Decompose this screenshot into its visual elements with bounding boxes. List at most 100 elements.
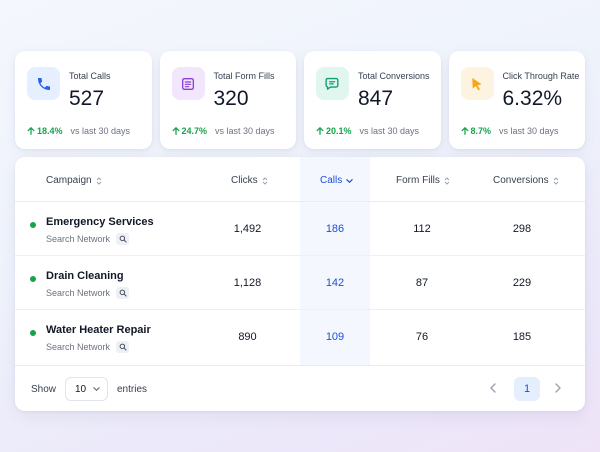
sort-icon: [444, 176, 450, 185]
chevron-right-icon[interactable]: [554, 382, 562, 394]
status-dot: [30, 276, 36, 282]
show-label: Show: [31, 384, 57, 395]
network-badge: [116, 287, 130, 299]
table-header: Campaign Clicks Calls Form Fills Convers…: [15, 157, 585, 202]
status-dot: [30, 330, 36, 336]
search-icon: [119, 343, 127, 351]
page-size-select[interactable]: 10: [65, 377, 108, 401]
stat-value: 847: [358, 87, 394, 110]
column-header-label: Conversions: [493, 175, 549, 186]
stat-icon-box: [27, 67, 60, 100]
page-size-value: 10: [75, 383, 87, 395]
arrow-up-icon: [27, 127, 35, 135]
column-header-form-fills[interactable]: Form Fills: [396, 175, 450, 186]
cell-conversions: 298: [512, 223, 532, 235]
column-header-clicks[interactable]: Clicks: [231, 175, 268, 186]
stat-period: vs last 30 days: [215, 126, 275, 136]
stat-icon-box: [316, 67, 349, 100]
column-header-label: Clicks: [231, 175, 258, 186]
table-row[interactable]: Emergency Services Search Network 1,492 …: [15, 202, 585, 256]
campaign-table-panel: Campaign Clicks Calls Form Fills Convers…: [15, 157, 585, 411]
campaign-name[interactable]: Water Heater Repair: [46, 324, 151, 336]
stat-delta-value: 24.7%: [181, 126, 208, 136]
arrow-up-icon: [172, 127, 179, 135]
stat-icon-box: [460, 67, 494, 100]
chevron-left-icon[interactable]: [489, 382, 497, 394]
cell-conversions: 185: [512, 331, 532, 343]
stat-delta: 20.1%: [316, 126, 352, 136]
cell-form-fills: 76: [415, 331, 429, 343]
column-header-campaign[interactable]: Campaign: [46, 175, 102, 186]
stat-label: Total Form Fills: [213, 71, 275, 81]
sort-icon: [553, 176, 558, 185]
stats-row: Total Calls 527 18.4% vs last 30 days To…: [15, 51, 585, 149]
stat-label: Total Conversions: [358, 71, 430, 81]
table-footer: Show 10 entries 1: [15, 365, 585, 411]
column-header-calls[interactable]: Calls: [320, 175, 353, 186]
search-icon: [119, 289, 127, 297]
cell-clicks: 890: [238, 331, 257, 343]
campaign-network: Search Network: [46, 233, 130, 245]
stat-label: Total Calls: [69, 71, 111, 81]
cell-clicks: 1,492: [233, 223, 262, 235]
network-label: Search Network: [46, 342, 111, 352]
cell-form-fills: 87: [415, 277, 429, 289]
calls-column-highlight: [300, 157, 370, 365]
chevron-down-icon: [346, 178, 353, 183]
stat-period: vs last 30 days: [499, 126, 559, 136]
stat-footer: 20.1% vs last 30 days: [316, 126, 419, 136]
arrow-up-icon: [461, 127, 468, 135]
cell-form-fills: 112: [413, 223, 431, 235]
page-button-current[interactable]: 1: [514, 377, 540, 401]
sort-icon: [262, 176, 268, 185]
chevron-down-icon: [93, 387, 100, 392]
cursor-icon: [472, 77, 482, 90]
column-header-label: Campaign: [46, 175, 92, 186]
stat-label: Click Through Rate: [502, 71, 580, 81]
cell-clicks: 1,128: [233, 277, 262, 289]
stat-footer: 24.7% vs last 30 days: [172, 126, 275, 136]
network-label: Search Network: [46, 288, 111, 298]
stat-delta: 8.7%: [461, 126, 492, 136]
table-row[interactable]: Drain Cleaning Search Network 1,128 142 …: [15, 256, 585, 310]
search-icon: [119, 235, 127, 243]
cell-calls: 142: [325, 277, 345, 289]
network-badge: [116, 341, 130, 353]
stat-delta-value: 18.4%: [37, 126, 63, 136]
stat-delta: 18.4%: [27, 126, 63, 136]
campaign-name[interactable]: Emergency Services: [46, 216, 154, 228]
arrow-up-icon: [316, 127, 324, 135]
entries-label: entries: [117, 384, 148, 395]
cell-calls: 109: [325, 331, 345, 343]
stat-footer: 8.7% vs last 30 days: [461, 126, 559, 136]
campaign-network: Search Network: [46, 341, 130, 353]
column-header-label: Form Fills: [396, 175, 440, 186]
form-icon: [182, 77, 194, 90]
table-row[interactable]: Water Heater Repair Search Network 890 1…: [15, 310, 585, 364]
stat-card-click-through-rate: Click Through Rate 6.32% 8.7% vs last 30…: [448, 51, 585, 149]
stat-value: 527: [69, 87, 105, 110]
campaign-network: Search Network: [46, 287, 130, 299]
stat-card-total-calls: Total Calls 527 18.4% vs last 30 days: [15, 51, 152, 149]
column-header-conversions[interactable]: Conversions: [493, 175, 559, 186]
column-header-label: Calls: [320, 175, 343, 186]
stat-period: vs last 30 days: [359, 126, 420, 136]
stat-icon-box: [171, 67, 205, 100]
chat-icon: [325, 77, 339, 90]
network-label: Search Network: [46, 234, 111, 244]
phone-icon: [37, 77, 50, 90]
cell-conversions: 229: [512, 277, 532, 289]
stat-card-total-conversions: Total Conversions 847 20.1% vs last 30 d…: [304, 51, 441, 149]
stat-card-total-form-fills: Total Form Fills 320 24.7% vs last 30 da…: [159, 51, 296, 149]
stat-delta-value: 20.1%: [326, 126, 352, 136]
stat-footer: 18.4% vs last 30 days: [27, 126, 130, 136]
cell-calls: 186: [325, 223, 345, 235]
stat-period: vs last 30 days: [70, 126, 131, 136]
status-dot: [30, 222, 36, 228]
stat-delta-value: 8.7%: [470, 126, 492, 136]
campaign-name[interactable]: Drain Cleaning: [46, 270, 124, 282]
stat-value: 6.32%: [502, 87, 563, 110]
stat-value: 320: [213, 87, 249, 110]
sort-icon: [96, 176, 101, 185]
stat-delta: 24.7%: [172, 126, 208, 136]
